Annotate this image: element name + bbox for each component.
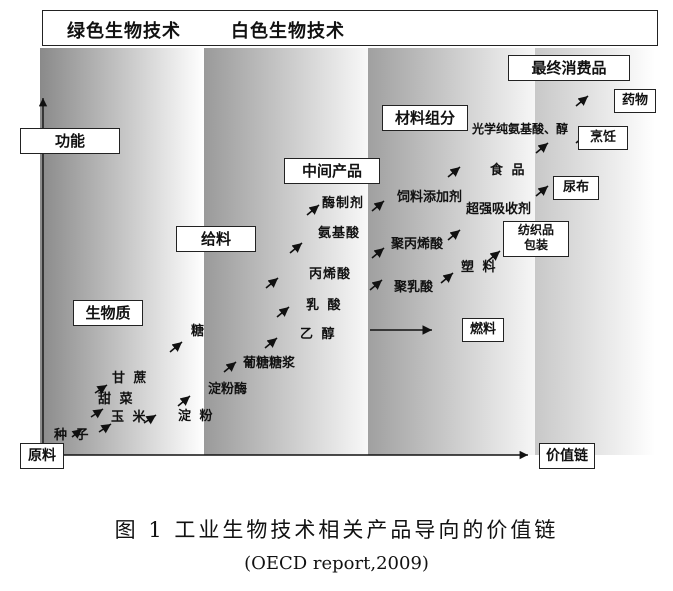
- corn-label: 玉 米: [111, 410, 148, 425]
- ethanol-label: 乙 醇: [300, 327, 337, 342]
- enzyme-label: 酶制剂: [322, 196, 365, 211]
- final-products-box: 最终消费品: [508, 55, 630, 81]
- plastic-label: 塑 料: [461, 260, 498, 275]
- amylase-label: 淀粉酶: [208, 382, 248, 397]
- seed-label: 种 子: [54, 428, 91, 443]
- figure-caption: 图 1 工业生物技术相关产品导向的价值链: [114, 518, 559, 542]
- biomass-box: 生物质: [73, 300, 143, 326]
- value-chain-figure: 绿色生物技术 白色生物技术: [20, 10, 658, 469]
- acrylic-acid-label: 丙烯酸: [309, 267, 352, 282]
- textile-label: 纺织品: [517, 223, 554, 237]
- packaging-label: 包装: [523, 238, 548, 252]
- diaper-box: 尿布: [553, 176, 599, 200]
- super-absorbent-label: 超强吸收剂: [466, 202, 532, 217]
- feedstock-box: 给料: [176, 226, 256, 252]
- glucose-syrup-label: 葡糖糖浆: [243, 356, 296, 371]
- intermediate-products-box: 中间产品: [284, 158, 380, 184]
- starch-label: 淀 粉: [178, 409, 215, 424]
- green-biotech-label: 绿色生物技术: [67, 21, 181, 42]
- textile-packaging-box: 纺织品 包装: [503, 221, 569, 257]
- value-chain-box: 价值链: [539, 443, 595, 469]
- sugarcane-label: 甘 蔗: [112, 371, 149, 386]
- figure-source: (OECD report,2009): [244, 553, 429, 574]
- biotech-header-bar: 绿色生物技术 白色生物技术: [42, 10, 658, 46]
- polyacrylate-label: 聚丙烯酸: [391, 237, 444, 252]
- food-label: 食 品: [490, 163, 527, 178]
- drug-box: 药物: [614, 89, 656, 113]
- sugar-beet-label: 甜 菜: [98, 392, 135, 407]
- amino-acid-label: 氨基酸: [318, 226, 361, 241]
- cooking-box: 烹饪: [578, 126, 628, 150]
- material-components-box: 材料组分: [382, 105, 468, 131]
- feed-additive-label: 饲料添加剂: [397, 190, 463, 205]
- fuel-box: 燃料: [462, 318, 504, 342]
- polylactic-label: 聚乳酸: [394, 280, 434, 295]
- function-box: 功能: [20, 128, 120, 154]
- chiral-label: 光学纯氨基酸、醇: [472, 122, 569, 136]
- lactic-acid-label: 乳 酸: [306, 298, 343, 313]
- white-biotech-label: 白色生物技术: [231, 21, 345, 42]
- sugar-label: 糖: [191, 324, 207, 339]
- raw-materials-box: 原料: [20, 443, 64, 469]
